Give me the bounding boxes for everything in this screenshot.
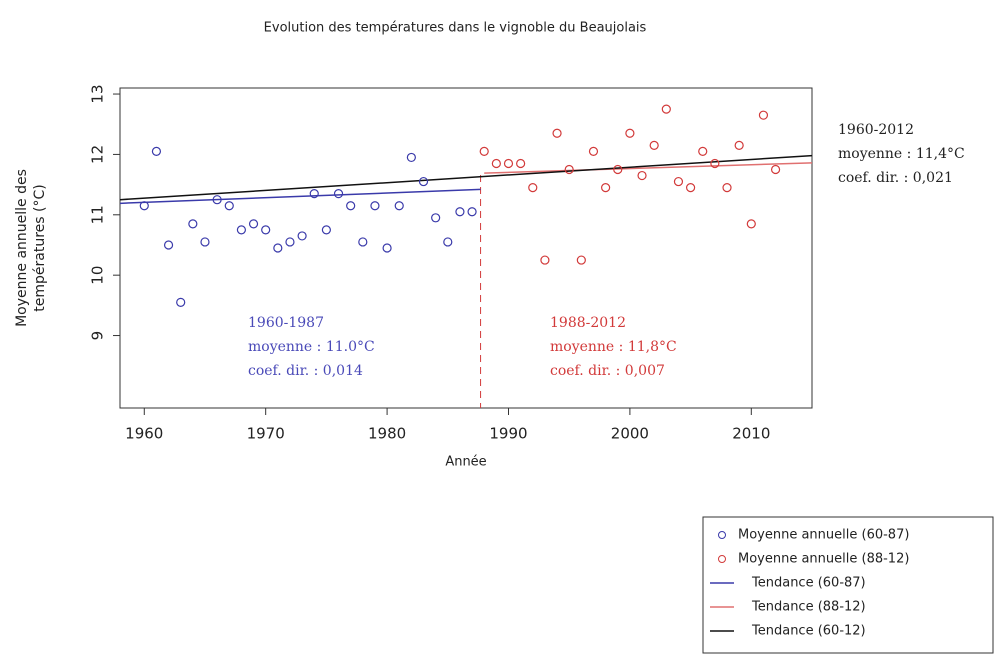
point (552, 128, 562, 138)
point (370, 201, 380, 211)
y-tick-label: 12 (89, 145, 107, 164)
legend-marker (718, 531, 726, 539)
point (200, 237, 210, 247)
point (564, 164, 574, 175)
point (455, 207, 465, 217)
y-axis-label: Moyenne annuelle des températures (°C) (14, 169, 48, 327)
x-tick-label: 1960 (125, 425, 163, 443)
annotation: moyenne : 11,8°C (550, 339, 677, 355)
annotation: coef. dir. : 0,014 (248, 363, 363, 379)
plot-frame (119, 87, 813, 409)
point (248, 219, 259, 229)
point (321, 225, 331, 235)
point (588, 146, 599, 156)
point (770, 164, 781, 175)
point (722, 183, 732, 193)
point (491, 158, 501, 169)
point (236, 225, 247, 235)
point (528, 183, 538, 193)
trend-line (119, 154, 813, 201)
point (540, 255, 550, 265)
trend-line (119, 188, 481, 205)
point (285, 237, 295, 247)
point (746, 219, 756, 229)
point (625, 128, 635, 138)
point (431, 213, 441, 223)
point (661, 104, 671, 114)
point (297, 231, 307, 241)
point (698, 146, 708, 156)
point (394, 201, 404, 211)
legend-label: Tendance (88-12) (751, 600, 866, 615)
y-tick-label: 13 (89, 84, 107, 103)
point (479, 146, 489, 156)
legend (702, 516, 994, 654)
x-tick-label: 1980 (368, 425, 406, 443)
point (443, 237, 453, 247)
point (212, 195, 222, 205)
legend-label: Moyenne annuelle (60-87) (738, 528, 909, 543)
annotation: coef. dir. : 0,021 (838, 170, 953, 186)
y-axis-label-line: températures (°C) (32, 184, 48, 311)
point (151, 146, 162, 156)
annotation: moyenne : 11,4°C (838, 146, 965, 162)
point (224, 201, 234, 211)
point (576, 255, 586, 265)
point (273, 243, 283, 253)
point (516, 158, 526, 169)
point (261, 225, 271, 235)
point (333, 189, 344, 199)
annotation: moyenne : 11.0°C (248, 339, 375, 355)
point (358, 237, 368, 247)
point (346, 201, 356, 211)
point (758, 110, 769, 120)
point (467, 207, 477, 217)
point (139, 201, 149, 211)
point (601, 183, 611, 193)
point (710, 158, 720, 169)
x-tick-label: 2000 (611, 425, 649, 443)
x-axis-label: Année (445, 455, 486, 470)
point (176, 297, 186, 307)
point (649, 140, 659, 150)
x-tick-label: 2010 (732, 425, 770, 443)
legend-label: Tendance (60-12) (751, 624, 866, 639)
point (188, 219, 198, 229)
y-axis-label-line: Moyenne annuelle des (14, 169, 30, 327)
point (613, 164, 623, 175)
x-tick-label: 1990 (489, 425, 527, 443)
annotation: 1960-1987 (248, 315, 324, 331)
legend-label: Moyenne annuelle (88-12) (738, 552, 909, 567)
point (673, 176, 684, 187)
point (685, 183, 696, 193)
x-tick-label: 1970 (247, 425, 285, 443)
y-tick-label: 9 (89, 331, 107, 341)
point (163, 240, 174, 250)
point (418, 176, 429, 187)
point (382, 243, 392, 253)
y-tick-label: 11 (89, 205, 107, 224)
chart-title: Evolution des températures dans le vigno… (264, 21, 647, 36)
point (637, 170, 647, 181)
trend-line (484, 162, 813, 174)
legend-marker (718, 555, 726, 563)
point (309, 189, 319, 199)
point (734, 140, 744, 150)
point (503, 158, 514, 169)
legend-label: Tendance (60-87) (751, 576, 866, 591)
annotation: coef. dir. : 0,007 (550, 363, 665, 379)
point (406, 152, 416, 163)
annotation: 1988-2012 (550, 315, 626, 331)
y-tick-label: 10 (89, 266, 107, 285)
annotation: 1960-2012 (838, 122, 914, 138)
